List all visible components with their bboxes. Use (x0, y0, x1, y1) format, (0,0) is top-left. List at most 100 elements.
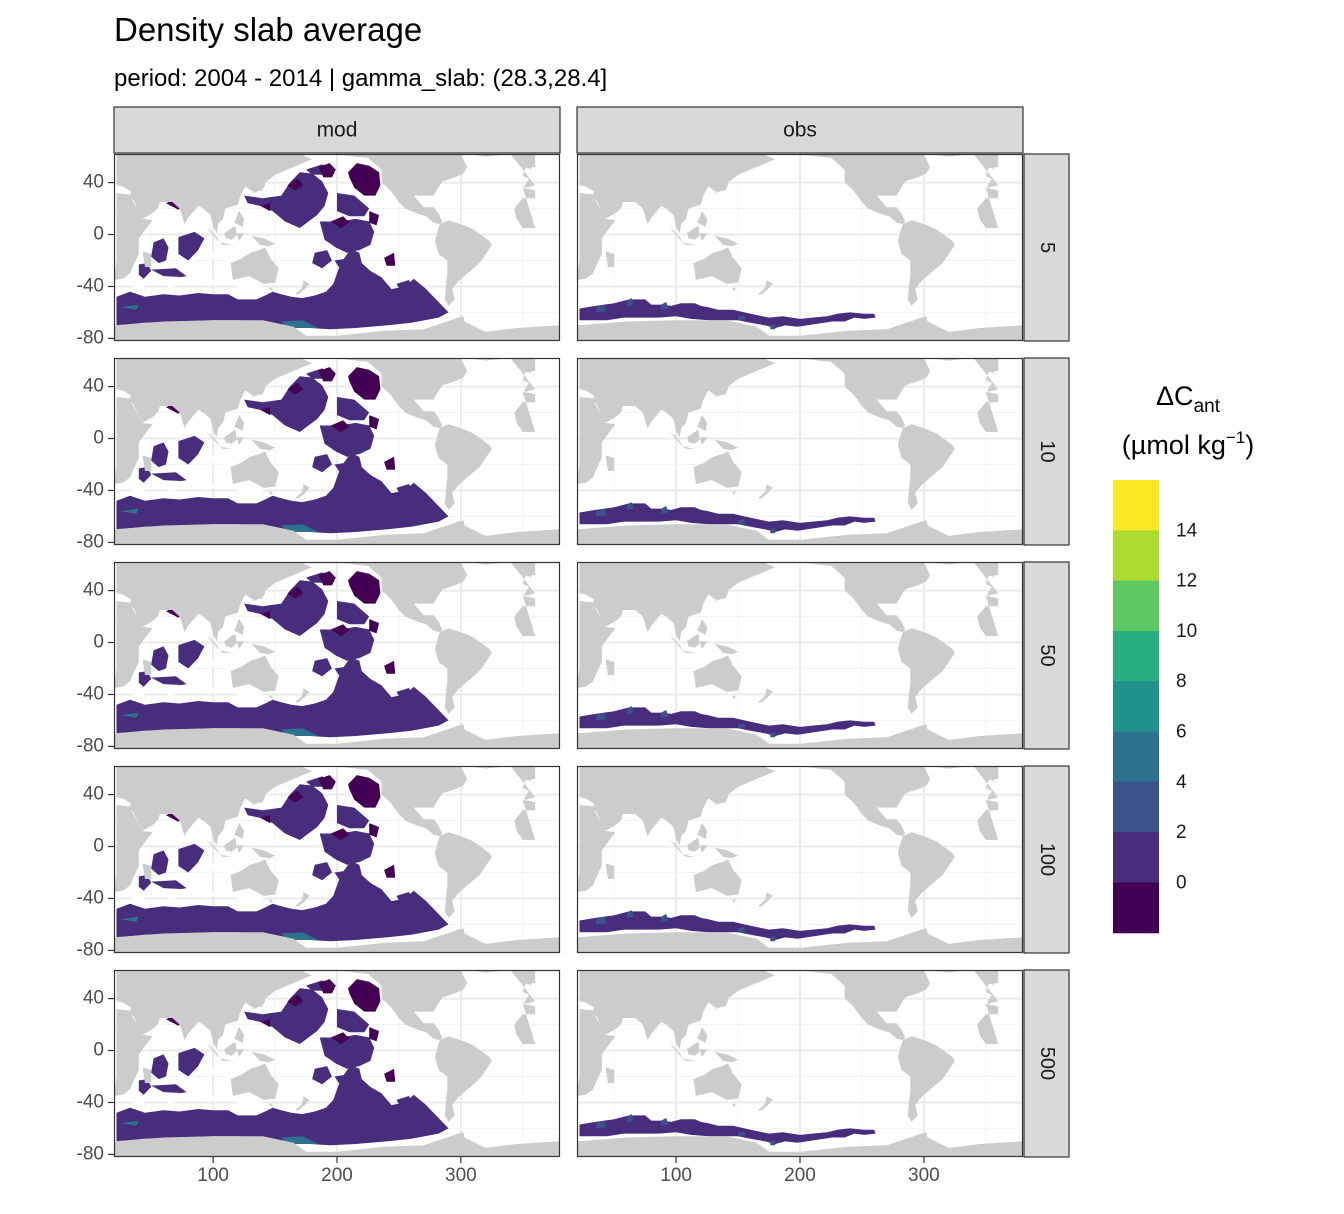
land-polygon (687, 429, 700, 444)
no-data-region (297, 1081, 315, 1095)
land-polygon (757, 892, 773, 907)
data-region-2-4 (770, 732, 776, 738)
no-data-region (209, 859, 223, 872)
data-region-2-4 (595, 916, 607, 925)
land-polygon (230, 1063, 279, 1100)
land-polygon (294, 688, 310, 703)
land-polygon (219, 854, 232, 857)
data-region-2-4 (770, 936, 776, 942)
data-region-2-4 (626, 1114, 634, 1122)
y-tick-label: 0 (93, 428, 104, 449)
legend-swatch (1113, 731, 1159, 783)
panel-mod-50 (114, 562, 560, 749)
no-data-region (130, 486, 147, 496)
y-tick-label: 0 (93, 1040, 104, 1061)
land-polygon (527, 769, 533, 782)
land-polygon (757, 280, 773, 295)
strip-label-row: 100 (1036, 843, 1058, 876)
data-region-0-2 (151, 472, 189, 482)
land-polygon (713, 997, 729, 1011)
data-region-0-2 (312, 250, 332, 269)
y-tick-label: 40 (83, 784, 104, 805)
panel-border (113, 357, 561, 546)
strip-col-obs: obs (576, 106, 1024, 154)
land-polygon (224, 837, 237, 852)
delta-cant-field (579, 1114, 876, 1148)
land-polygon (897, 424, 955, 510)
land-polygon (334, 766, 468, 837)
land-polygon (697, 823, 708, 839)
data-region-below-0 (384, 456, 396, 470)
legend-break-label: 0 (1176, 872, 1187, 893)
land-polygon (687, 225, 700, 240)
chart-title: Density slab average (114, 11, 422, 48)
land-polygon (250, 181, 266, 195)
land-polygon (990, 157, 996, 170)
land-polygon (605, 455, 615, 471)
land-polygon (116, 970, 313, 1050)
no-data-region (209, 655, 223, 668)
land-polygon (114, 1009, 153, 1096)
data-region-below-0 (287, 790, 304, 803)
strip-label-row: 5 (1036, 242, 1058, 253)
data-region-below-0 (348, 367, 381, 400)
data-region-below-0 (348, 979, 381, 1012)
x-axis-mod: 100 200 300 (197, 1157, 477, 1186)
land-polygon (977, 799, 999, 840)
land-polygon (334, 562, 468, 633)
land-polygon (268, 695, 273, 699)
land-polygon (423, 562, 451, 572)
land-polygon (142, 863, 152, 879)
data-region-2-4 (626, 706, 634, 714)
data-region-0-2 (151, 1084, 189, 1094)
y-axis-row-500: 40 0 -40 -80 (77, 988, 114, 1164)
land-polygon (886, 970, 914, 980)
panel-border (113, 561, 561, 750)
land-polygon (116, 766, 313, 846)
data-region-below-0 (369, 1027, 380, 1042)
y-tick-label: -80 (77, 939, 104, 960)
land-polygon (434, 1036, 492, 1122)
data-region-0-2 (178, 1047, 205, 1077)
land-polygon (669, 432, 683, 447)
land-polygon (224, 225, 237, 240)
land-polygon (714, 235, 739, 247)
data-region-below-0 (330, 1032, 350, 1044)
legend-break-label: 2 (1176, 822, 1187, 843)
land-polygon (206, 432, 220, 447)
legend-labels: 14 12 10 8 6 4 2 0 (1176, 520, 1198, 893)
facet-grid (113, 153, 1024, 1158)
data-region-below-0 (287, 994, 304, 1007)
land-polygon (234, 1027, 245, 1043)
land-polygon (577, 601, 616, 688)
data-region-0-2 (396, 280, 414, 293)
y-tick-label: -40 (77, 479, 104, 500)
data-region-below-0 (318, 571, 336, 586)
data-region-2-4 (595, 712, 607, 721)
land-polygon (514, 799, 536, 840)
land-polygon (234, 211, 245, 227)
land-polygon (687, 837, 700, 852)
y-tick-label: 40 (83, 172, 104, 193)
land-polygon (687, 1041, 700, 1056)
panel-obs-500 (577, 970, 1023, 1157)
legend-title: ΔCant (1156, 381, 1221, 417)
data-region-below-0 (330, 828, 350, 840)
color-legend: ΔCant (µmol kg−1) 14 12 10 8 6 4 2 0 (1113, 381, 1254, 934)
land-polygon (268, 1103, 273, 1107)
land-polygon (699, 641, 708, 649)
data-region-0-2 (244, 172, 329, 228)
data-region-below-0 (318, 163, 336, 178)
land-polygon (219, 446, 232, 449)
no-data-region (223, 867, 238, 882)
land-polygon (236, 437, 245, 445)
land-polygon (713, 589, 729, 603)
land-polygon (693, 1063, 742, 1100)
land-polygon (224, 1041, 237, 1056)
data-region-2-4 (738, 1131, 746, 1137)
land-polygon (434, 220, 492, 306)
data-region-below-0 (260, 203, 271, 212)
y-axis-row-100: 40 0 -40 -80 (77, 784, 114, 960)
land-polygon (886, 358, 914, 368)
data-region-below-0 (369, 415, 380, 430)
